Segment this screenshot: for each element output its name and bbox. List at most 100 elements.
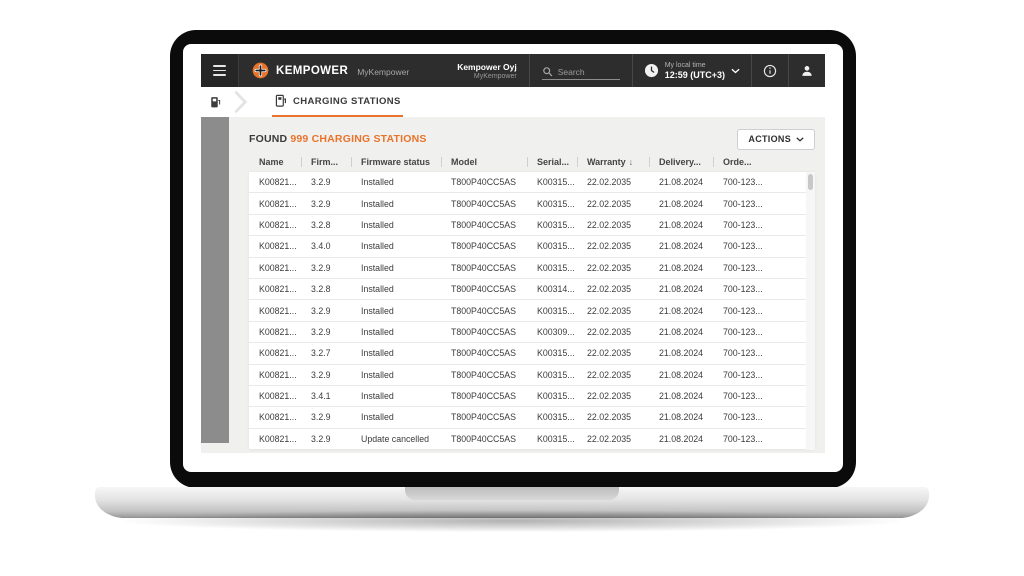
table-row[interactable]: K00821... 3.2.9 Update cancelled T800P40… (249, 428, 806, 451)
cell-warranty: 22.02.2035 (587, 177, 632, 188)
account-subtitle: MyKempower (473, 72, 517, 80)
cell-firmware-status: Installed (361, 262, 394, 273)
brand-block[interactable]: KEMPOWER MyKempower (239, 54, 409, 87)
charging-station-icon (211, 96, 221, 107)
column-header-model[interactable]: Model (441, 157, 527, 167)
cell-model: T800P40CC5AS (451, 262, 517, 273)
cell-serial: K00315... (537, 348, 575, 359)
scrollbar-thumb[interactable] (808, 174, 813, 190)
table-row[interactable]: K00821... 3.2.7 Installed T800P40CC5AS K… (249, 343, 806, 365)
cell-name: K00821... (259, 262, 297, 273)
cell-firmware-status: Installed (361, 198, 394, 209)
cell-model: T800P40CC5AS (451, 219, 517, 230)
cell-model: T800P40CC5AS (451, 412, 517, 423)
cell-firmware-status: Installed (361, 326, 394, 337)
cell-model: T800P40CC5AS (451, 391, 517, 402)
cell-firmware: 3.2.9 (311, 198, 331, 209)
column-header-order[interactable]: Orde... (713, 157, 815, 167)
cell-serial: K00315... (537, 305, 575, 316)
cell-warranty: 22.02.2035 (587, 391, 632, 402)
actions-button[interactable]: ACTIONS (737, 128, 815, 150)
table-row[interactable]: K00821... 3.2.8 Installed T800P40CC5AS K… (249, 214, 806, 237)
results-toolbar: FOUND 999 CHARGING STATIONS ACTIONS (249, 127, 815, 151)
column-header-delivery[interactable]: Delivery... (649, 157, 713, 167)
cell-delivery: 21.08.2024 (659, 198, 704, 209)
cell-order: 700-123... (723, 198, 763, 209)
cell-firmware: 3.2.9 (311, 262, 331, 273)
cell-order: 700-123... (723, 241, 763, 252)
cell-delivery: 21.08.2024 (659, 412, 704, 423)
table-row[interactable]: K00821... 3.2.9 Installed T800P40CC5AS K… (249, 407, 806, 429)
cell-firmware: 3.2.9 (311, 433, 331, 444)
cell-delivery: 21.08.2024 (659, 177, 704, 188)
cell-order: 700-123... (723, 219, 763, 230)
cell-firmware: 3.2.9 (311, 369, 331, 380)
cell-delivery: 21.08.2024 (659, 262, 704, 273)
laptop-base-notch (405, 487, 619, 500)
table-row[interactable]: K00821... 3.2.9 Installed T800P40CC5AS K… (249, 257, 806, 279)
sort-descending-icon: ↓ (628, 156, 633, 167)
cell-warranty: 22.02.2035 (587, 241, 632, 252)
cell-serial: K00314... (537, 284, 575, 295)
cell-firmware-status: Installed (361, 412, 394, 423)
laptop-screen: KEMPOWER MyKempower Kempower Oyj MyKempo… (170, 30, 856, 488)
brand-product: MyKempower (357, 66, 410, 77)
cell-name: K00821... (259, 198, 297, 209)
cell-firmware: 3.2.9 (311, 305, 331, 316)
search-input[interactable] (557, 66, 620, 77)
cell-firmware-status: Installed (361, 219, 394, 230)
column-header-name[interactable]: Name (259, 156, 284, 167)
table-row[interactable]: K00821... 3.4.1 Installed T800P40CC5AS K… (249, 385, 806, 408)
cell-firmware-status: Installed (361, 348, 394, 359)
cell-firmware: 3.2.9 (311, 412, 331, 423)
cell-order: 700-123... (723, 177, 763, 188)
table-card: K00821... 3.2.9 Installed T800P40CC5AS K… (249, 172, 815, 451)
cell-serial: K00315... (537, 219, 575, 230)
table-row[interactable]: K00821... 3.2.9 Installed T800P40CC5AS K… (249, 364, 806, 386)
chevron-down-icon (796, 136, 804, 142)
cell-delivery: 21.08.2024 (659, 369, 704, 380)
info-icon (763, 64, 777, 77)
table-row[interactable]: K00821... 3.2.8 Installed T800P40CC5AS K… (249, 278, 806, 301)
cell-firmware-status: Installed (361, 241, 394, 252)
cell-order: 700-123... (723, 305, 763, 316)
table-row[interactable]: K00821... 3.2.9 Installed T800P40CC5AS K… (249, 193, 806, 215)
local-time-selector[interactable]: My local time 12:59 (UTC+3) (633, 54, 751, 87)
cell-delivery: 21.08.2024 (659, 284, 704, 295)
user-menu-button[interactable] (789, 54, 825, 87)
sidebar-rail[interactable] (201, 117, 229, 443)
cell-delivery: 21.08.2024 (659, 433, 704, 444)
cell-firmware: 3.4.1 (311, 391, 331, 402)
cell-firmware-status: Installed (361, 305, 394, 316)
tab-charging-stations[interactable]: CHARGING STATIONS (272, 87, 403, 117)
info-button[interactable] (752, 54, 788, 87)
mykempower-app: KEMPOWER MyKempower Kempower Oyj MyKempo… (201, 54, 825, 472)
table-row[interactable]: K00821... 3.4.0 Installed T800P40CC5AS K… (249, 236, 806, 258)
cell-name: K00821... (259, 219, 297, 230)
cell-name: K00821... (259, 326, 297, 337)
cell-serial: K00309... (537, 326, 575, 337)
laptop-base (95, 487, 929, 518)
table-scrollbar[interactable] (806, 172, 815, 451)
cell-order: 700-123... (723, 412, 763, 423)
cell-firmware-status: Installed (361, 284, 394, 295)
table-row[interactable]: K00821... 3.2.9 Installed T800P40CC5AS K… (249, 172, 806, 194)
column-header-serial[interactable]: Serial... (527, 157, 577, 167)
table-header: Name Firm... Firmware status Model Seria… (249, 151, 815, 172)
kempower-logo-icon (252, 62, 269, 79)
tab-label: CHARGING STATIONS (293, 95, 401, 107)
table-row[interactable]: K00821... 3.2.9 Installed T800P40CC5AS K… (249, 300, 806, 322)
screen-content: KEMPOWER MyKempower Kempower Oyj MyKempo… (183, 44, 843, 472)
account-info[interactable]: Kempower Oyj MyKempower (457, 54, 529, 87)
column-header-firmware[interactable]: Firm... (301, 157, 351, 167)
menu-button[interactable] (201, 54, 239, 87)
cell-name: K00821... (259, 369, 297, 380)
table-row[interactable]: K00821... 3.2.9 Installed T800P40CC5AS K… (249, 321, 806, 344)
cell-warranty: 22.02.2035 (587, 219, 632, 230)
sidebar-rail-charging-stations[interactable] (201, 87, 229, 117)
cell-name: K00821... (259, 284, 297, 295)
column-header-warranty[interactable]: Warranty ↓ (577, 157, 649, 167)
column-header-firmware-status[interactable]: Firmware status (351, 157, 441, 167)
cell-firmware-status: Update cancelled (361, 433, 429, 444)
